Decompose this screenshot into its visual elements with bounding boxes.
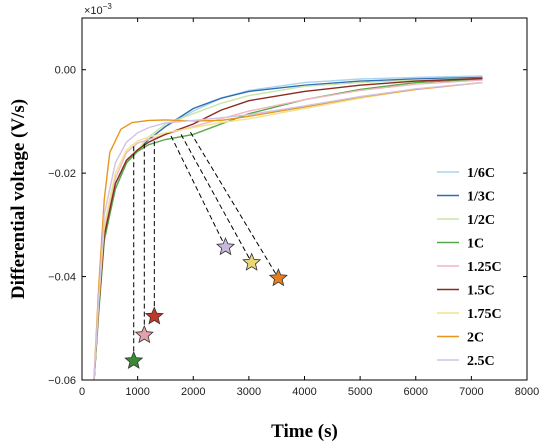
legend-label-5: 1.5C (467, 284, 495, 299)
legend-label-0: 1/6C (467, 166, 495, 181)
x-tick-label-5: 5000 (348, 386, 372, 398)
x-tick-label-0: 0 (79, 386, 85, 398)
x-tick-label-6: 6000 (404, 386, 428, 398)
star-marker-3 (216, 237, 236, 256)
y-axis-title: Differential voltage (V/s) (8, 99, 29, 299)
plot-frame (81, 17, 528, 381)
series-line-7 (93, 81, 483, 380)
legend: 1/6C 1/3C 1/2C 1C 1.25C 1.5C 1.75C 2C 2.5C (437, 166, 502, 369)
turning-point-markers (124, 237, 288, 369)
series-line-1 (93, 76, 483, 380)
legend-label-4: 1.25C (467, 260, 502, 275)
series-line-2 (93, 77, 483, 380)
legend-label-3: 1C (467, 237, 484, 252)
legend-label-8: 2.5C (467, 354, 495, 369)
star-marker-1 (134, 324, 154, 344)
legend-label-2: 1/2C (467, 213, 495, 228)
star-marker-2 (144, 306, 164, 325)
y-axis-multiplier: ×10−3 (84, 2, 112, 17)
y-tick-label-0: −0.06 (48, 375, 76, 387)
x-axis-title: Time (s) (271, 421, 338, 442)
series-line-8 (93, 81, 483, 380)
series-line-6 (93, 81, 483, 380)
turning-point-guides (133, 132, 279, 361)
star-marker-5 (268, 268, 288, 287)
x-tick-label-8: 8000 (515, 386, 539, 398)
legend-label-7: 2C (467, 331, 484, 346)
y-tick-label-1: −0.04 (48, 272, 76, 284)
x-tick-label-4: 4000 (292, 386, 316, 398)
star-marker-0 (124, 350, 144, 369)
star-marker-4 (242, 252, 262, 271)
x-tick-label-7: 7000 (459, 386, 483, 398)
x-tick-label-3: 3000 (237, 386, 261, 398)
y-tick-label-2: −0.02 (48, 168, 76, 180)
legend-label-6: 1.75C (467, 307, 502, 322)
guide-line-4 (180, 134, 253, 263)
x-tick-label-2: 2000 (181, 386, 205, 398)
y-axis: −0.06 −0.04 −0.02 0.00 (48, 65, 527, 387)
x-axis: 0 1000 2000 3000 4000 5000 6000 7000 8000 (79, 18, 539, 398)
series-line-5 (93, 77, 483, 380)
plot-series-group (93, 75, 483, 380)
series-line-0 (93, 75, 483, 380)
x-tick-label-1: 1000 (125, 386, 149, 398)
legend-label-1: 1/3C (467, 190, 495, 205)
guide-line-5 (190, 132, 279, 279)
y-tick-label-3: 0.00 (55, 65, 76, 77)
guide-line-3 (170, 135, 226, 248)
